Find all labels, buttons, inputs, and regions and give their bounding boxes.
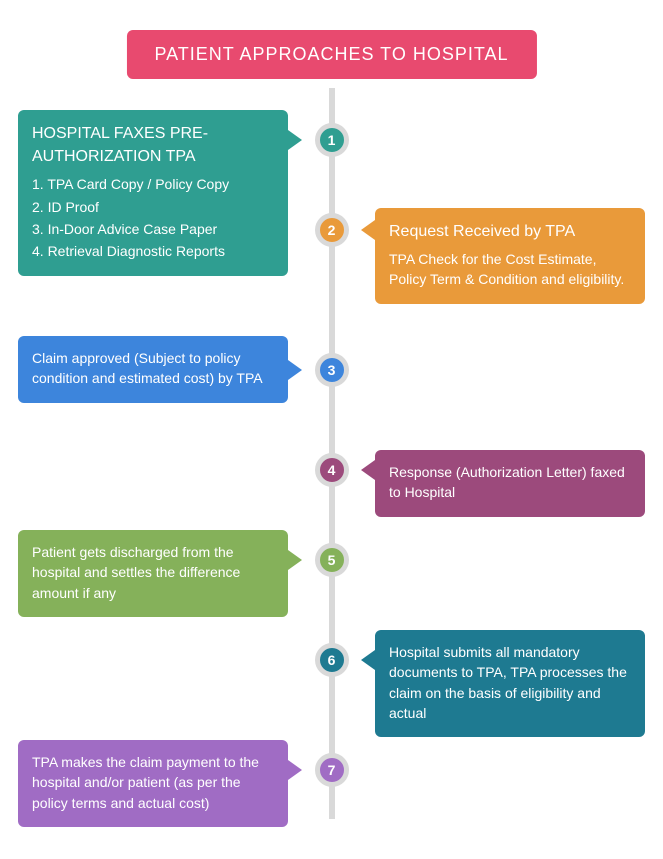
timeline-node-1: 1 xyxy=(315,123,349,157)
step-card-7: TPA makes the claim payment to the hospi… xyxy=(18,740,288,827)
step-arrow-3 xyxy=(288,360,302,380)
timeline-node-7: 7 xyxy=(315,753,349,787)
header-banner: PATIENT APPROACHES TO HOSPITAL xyxy=(126,30,536,79)
timeline-node-3: 3 xyxy=(315,353,349,387)
step-arrow-4 xyxy=(361,460,375,480)
step-line: TPA Check for the Cost Estimate, Policy … xyxy=(389,249,631,290)
step-title: HOSPITAL FAXES PRE-AUTHORIZATION TPA xyxy=(32,122,274,168)
timeline-node-4: 4 xyxy=(315,453,349,487)
step-arrow-6 xyxy=(361,650,375,670)
step-card-2: Request Received by TPA TPA Check for the… xyxy=(375,208,645,304)
step-line: Hospital submits all mandatory documents… xyxy=(389,642,631,723)
step-line: 4. Retrieval Diagnostic Reports xyxy=(32,241,274,261)
step-line: TPA makes the claim payment to the hospi… xyxy=(32,752,274,813)
step-arrow-2 xyxy=(361,220,375,240)
step-arrow-7 xyxy=(288,760,302,780)
step-card-4: Response (Authorization Letter) faxed to… xyxy=(375,450,645,517)
timeline-node-2: 2 xyxy=(315,213,349,247)
step-line: Response (Authorization Letter) faxed to… xyxy=(389,462,631,503)
step-card-6: Hospital submits all mandatory documents… xyxy=(375,630,645,737)
step-line: 3. In-Door Advice Case Paper xyxy=(32,219,274,239)
step-line: 2. ID Proof xyxy=(32,197,274,217)
step-line: 1. TPA Card Copy / Policy Copy xyxy=(32,174,274,194)
step-arrow-5 xyxy=(288,550,302,570)
step-card-1: HOSPITAL FAXES PRE-AUTHORIZATION TPA 1. T… xyxy=(18,110,288,276)
step-title: Request Received by TPA xyxy=(389,220,631,243)
step-arrow-1 xyxy=(288,130,302,150)
step-card-5: Patient gets discharged from the hospita… xyxy=(18,530,288,617)
timeline-node-5: 5 xyxy=(315,543,349,577)
step-line: Claim approved (Subject to policy condit… xyxy=(32,348,274,389)
step-line: Patient gets discharged from the hospita… xyxy=(32,542,274,603)
step-card-3: Claim approved (Subject to policy condit… xyxy=(18,336,288,403)
timeline-node-6: 6 xyxy=(315,643,349,677)
